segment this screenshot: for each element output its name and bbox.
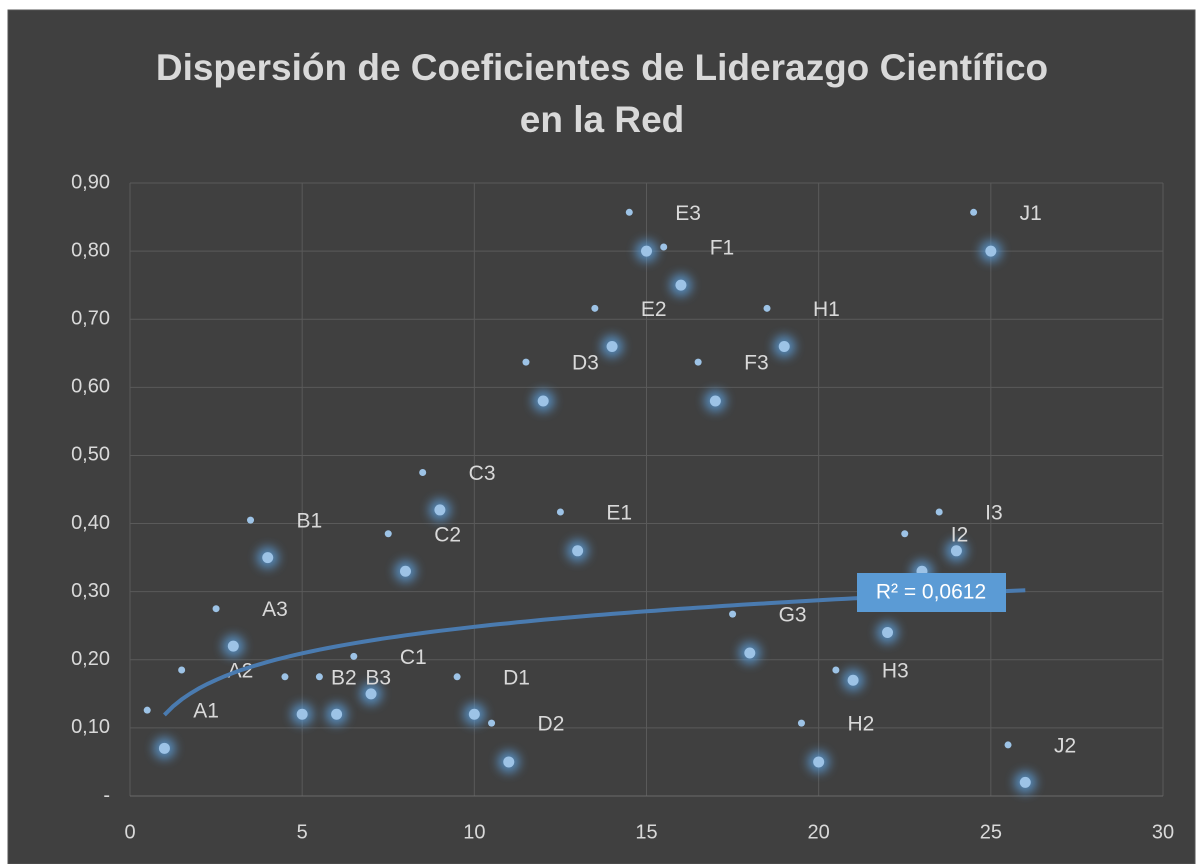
x-tick-label: 10 [463, 821, 485, 843]
point [985, 245, 997, 257]
point [158, 742, 170, 754]
y-tick-label: 0,70 [71, 308, 110, 330]
data-label: D2 [538, 713, 565, 736]
data-label: I2 [951, 523, 969, 546]
x-tick-label: 20 [808, 821, 830, 843]
point [797, 719, 805, 727]
point [522, 358, 530, 366]
data-label: B3 [365, 666, 391, 689]
point [572, 545, 584, 557]
point [1019, 776, 1031, 788]
point [537, 395, 549, 407]
trendline-label: R² = 0,0612 [876, 581, 986, 604]
point [227, 640, 239, 652]
point [247, 516, 255, 524]
data-label: A3 [262, 598, 288, 621]
point [694, 358, 702, 366]
point [641, 245, 652, 257]
point [832, 666, 840, 674]
y-tick-label: 0,40 [71, 512, 110, 534]
point [556, 508, 564, 516]
trendline-label-box [857, 573, 1006, 612]
y-tick-label: 0,90 [71, 171, 110, 193]
point [365, 688, 377, 700]
point [882, 627, 894, 639]
point [660, 243, 668, 251]
point [729, 610, 737, 618]
x-tick-label: 25 [980, 821, 1002, 843]
point [625, 208, 633, 216]
data-label: G3 [779, 604, 807, 627]
chart-title: Dispersión de Coeficientes de Liderazgo … [156, 47, 1048, 88]
data-label: A1 [193, 700, 219, 723]
point [709, 395, 721, 407]
x-tick-label: 15 [635, 821, 657, 843]
x-tick-label: 30 [1152, 821, 1174, 843]
point [847, 674, 859, 686]
point [675, 279, 687, 291]
point [468, 708, 480, 720]
data-label: H1 [813, 298, 840, 321]
point [384, 530, 392, 538]
data-label: E1 [606, 502, 632, 525]
point [778, 340, 790, 352]
point [503, 756, 515, 768]
point [813, 756, 825, 768]
x-tick-label: 0 [124, 821, 135, 843]
data-label: J2 [1054, 734, 1076, 757]
point [970, 208, 978, 216]
data-label: D3 [572, 352, 599, 375]
point [606, 340, 618, 352]
data-label: B2 [331, 666, 357, 689]
y-tick-label: 0,60 [71, 376, 110, 398]
y-tick-label: 0,20 [71, 648, 110, 670]
data-label: B1 [297, 510, 323, 533]
point [399, 565, 411, 577]
point [315, 673, 323, 681]
point [453, 673, 461, 681]
point [950, 545, 962, 557]
data-label: J1 [1020, 202, 1042, 225]
y-tick-label: 0,10 [71, 716, 110, 738]
point [1004, 741, 1012, 749]
y-tick-label: 0,80 [71, 239, 110, 261]
point [434, 504, 446, 516]
point [488, 719, 496, 727]
point [763, 304, 771, 312]
data-label: I3 [985, 502, 1003, 525]
data-label: H3 [882, 660, 909, 683]
y-tick-label: 0,30 [71, 580, 110, 602]
point [935, 508, 943, 516]
chart-background [7, 9, 1196, 864]
point [212, 605, 220, 613]
chart-title: en la Red [520, 99, 685, 140]
point [262, 552, 274, 564]
point [331, 708, 343, 720]
x-tick-label: 5 [297, 821, 308, 843]
data-label: H2 [847, 713, 874, 736]
point [281, 673, 289, 681]
data-label: C2 [434, 523, 461, 546]
point [350, 652, 358, 660]
data-label: F1 [710, 237, 735, 260]
point [591, 304, 599, 312]
y-tick-label: - [103, 784, 110, 806]
data-label: C1 [400, 646, 427, 669]
point [296, 708, 308, 720]
data-label: F3 [744, 352, 769, 375]
point [178, 666, 186, 674]
data-label: E2 [641, 298, 667, 321]
point [744, 647, 756, 659]
point [419, 468, 427, 476]
y-tick-label: 0,50 [71, 444, 110, 466]
point [143, 706, 151, 714]
point [901, 530, 909, 538]
data-label: D1 [503, 666, 530, 689]
data-label: C3 [469, 462, 496, 485]
data-label: E3 [675, 202, 701, 225]
